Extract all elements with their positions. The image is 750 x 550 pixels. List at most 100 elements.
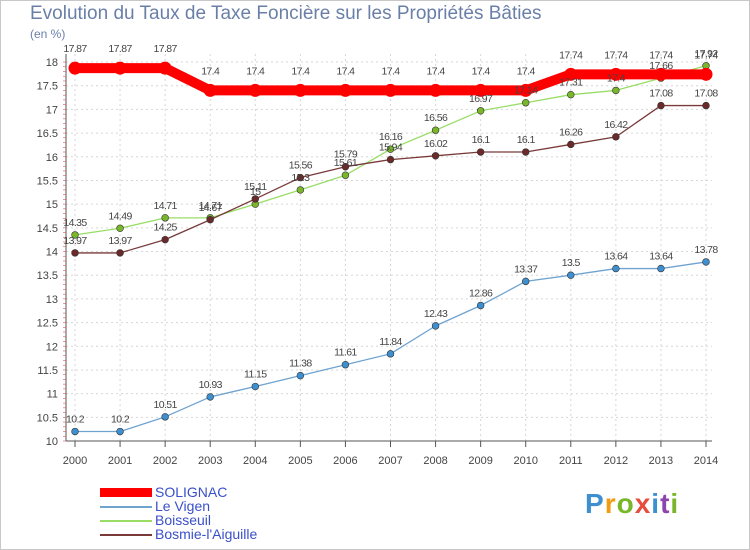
y-tick-label: 17 xyxy=(46,104,58,116)
y-tick-label: 13.5 xyxy=(37,270,58,282)
data-point xyxy=(564,67,578,81)
data-point xyxy=(158,61,172,75)
data-point xyxy=(522,277,530,286)
data-label: 11.38 xyxy=(289,358,312,370)
data-label: 16.42 xyxy=(604,119,628,131)
data-point xyxy=(612,86,620,95)
data-label: 14.67 xyxy=(199,202,223,214)
data-label: 17.4 xyxy=(472,65,491,77)
data-point xyxy=(206,216,214,224)
data-point xyxy=(567,140,575,149)
data-point xyxy=(612,133,620,141)
data-label: 13.78 xyxy=(694,244,718,256)
legend-label: Boisseuil xyxy=(155,512,212,528)
data-label: 15 xyxy=(250,186,261,198)
data-point xyxy=(702,101,710,110)
data-label: 17.74 xyxy=(649,49,673,61)
legend-label: Bosmie-l'Aiguille xyxy=(155,526,258,542)
data-point xyxy=(567,271,575,279)
data-point xyxy=(612,264,620,273)
data-label: 17.87 xyxy=(154,43,178,55)
data-label: 17.87 xyxy=(108,43,132,55)
data-label: 16.56 xyxy=(424,112,448,124)
data-point xyxy=(567,90,575,99)
data-label: 13.37 xyxy=(514,263,538,275)
data-point xyxy=(431,152,440,160)
y-tick-label: 17.5 xyxy=(37,81,58,93)
x-tick-label: 2003 xyxy=(198,455,222,467)
data-point xyxy=(296,173,305,182)
data-point xyxy=(431,322,440,330)
data-label: 15.94 xyxy=(379,142,403,154)
data-point xyxy=(206,393,214,401)
proxiti-logo: Proxiti xyxy=(585,488,679,520)
data-label: 17.4 xyxy=(427,65,446,77)
y-tick-label: 16 xyxy=(46,152,58,164)
data-label: 14.25 xyxy=(154,222,178,234)
data-label: 16.97 xyxy=(469,93,493,105)
y-tick-label: 15 xyxy=(46,199,58,211)
data-label: 17.4 xyxy=(381,65,400,77)
line-chart: 10 10.5 11 11.5 12 12.5 13 13.5 14 14.5 15 15.5 16 16… xyxy=(37,43,719,467)
chart-title: Evolution du Taux de Taxe Foncière sur l… xyxy=(30,3,542,24)
data-label: 11.15 xyxy=(244,369,267,381)
data-label: 10.2 xyxy=(111,414,130,426)
data-label: 17.66 xyxy=(649,60,673,72)
legend-label: SOLIGNAC xyxy=(155,484,228,500)
data-label: 16.26 xyxy=(559,126,583,138)
data-label: 13.97 xyxy=(108,235,132,247)
data-point xyxy=(161,235,169,244)
logo-letter: t xyxy=(660,488,671,519)
data-point xyxy=(161,214,169,222)
x-tick-label: 2008 xyxy=(423,455,447,467)
y-tick-label: 14 xyxy=(46,247,58,259)
data-point xyxy=(71,249,79,257)
x-tick-label: 2014 xyxy=(694,455,718,467)
data-point xyxy=(68,61,82,75)
x-tick-label: 2009 xyxy=(468,455,492,467)
data-point xyxy=(476,107,485,115)
data-label: 17.74 xyxy=(559,49,583,61)
data-label: 14.49 xyxy=(108,210,132,222)
x-tick-label: 2010 xyxy=(513,455,537,467)
data-label: 16.16 xyxy=(379,131,403,143)
data-point xyxy=(522,148,530,156)
data-point xyxy=(699,67,713,81)
logo-letter: P xyxy=(585,488,605,519)
data-label: 15.61 xyxy=(334,157,358,169)
data-point xyxy=(431,126,440,134)
data-label: 17.4 xyxy=(201,65,220,77)
data-label: 17.74 xyxy=(694,49,718,61)
y-tick-label: 18 xyxy=(46,57,58,69)
x-tick-label: 2012 xyxy=(604,455,628,467)
x-tick-label: 2001 xyxy=(108,455,132,467)
data-point xyxy=(702,258,710,266)
y-tick-label: 12.5 xyxy=(37,318,58,330)
data-point xyxy=(341,171,350,179)
data-label: 17.92 xyxy=(694,48,718,60)
data-label: 15.79 xyxy=(334,149,358,161)
data-point xyxy=(338,83,352,97)
data-point xyxy=(429,83,443,97)
legend-swatch xyxy=(100,506,152,508)
data-label: 17.74 xyxy=(604,49,628,61)
data-label: 17.4 xyxy=(607,72,626,84)
data-point xyxy=(386,145,395,153)
x-tick-label: 2000 xyxy=(63,455,87,467)
data-label: 10.2 xyxy=(66,414,85,426)
x-tick-label: 2007 xyxy=(378,455,402,467)
logo-letter: r xyxy=(604,488,617,519)
legend-swatch xyxy=(100,534,152,536)
legend-swatch xyxy=(100,520,152,522)
y-tick-label: 15.5 xyxy=(37,175,58,187)
logo-letter: o xyxy=(616,488,635,519)
logo-letter: x xyxy=(634,488,652,519)
y-tick-label: 11 xyxy=(47,389,58,401)
data-point xyxy=(251,195,259,203)
logo-letter: i xyxy=(651,488,661,519)
x-tick-label: 2005 xyxy=(288,455,312,467)
data-point xyxy=(203,83,217,97)
data-point xyxy=(293,83,307,97)
y-tick-label: 10.5 xyxy=(37,412,58,424)
plot-area xyxy=(66,54,712,441)
